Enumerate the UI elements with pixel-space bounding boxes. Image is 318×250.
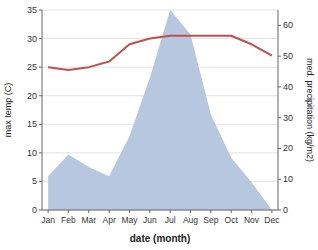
- left-axis-line: [42, 10, 43, 210]
- y-tick-label: 0: [32, 205, 37, 215]
- y-tick-label: 20: [27, 91, 37, 101]
- y2-tick-label: 60: [283, 20, 293, 30]
- grid: [42, 10, 278, 210]
- x-tick: [88, 210, 89, 213]
- x-tick: [170, 210, 171, 213]
- y2-tick: [278, 25, 281, 26]
- y-tick-label: 5: [32, 176, 37, 186]
- y2-tick-label: 50: [283, 51, 293, 61]
- y-tick: [39, 10, 42, 11]
- data: [48, 10, 272, 210]
- x-axis-label: date (month): [130, 233, 191, 244]
- y2-tick-label: 0: [283, 205, 288, 215]
- x-tick: [251, 210, 252, 213]
- y2-tick-label: 20: [283, 143, 293, 153]
- y2-tick-label: 30: [283, 113, 293, 123]
- x-tick: [271, 210, 272, 213]
- y2-axis-label: med. precipitation (kg/m2): [305, 58, 315, 162]
- x-tick-label: May: [121, 215, 138, 225]
- y-tick-label: 25: [27, 62, 37, 72]
- x-tick-label: Aug: [183, 215, 198, 225]
- x-tick-label: Sep: [203, 215, 218, 225]
- x-tick-label: Apr: [103, 215, 116, 225]
- y-tick: [39, 181, 42, 182]
- x-tick-label: Jul: [165, 215, 176, 225]
- x-tick: [149, 210, 150, 213]
- y-tick-label: 15: [27, 119, 37, 129]
- axes: 0 5 10 15 20 25 30 35 0 10 20 30 40 50 60 Jan Feb Mar Apr M…: [27, 5, 293, 225]
- chart: 0 5 10 15 20 25 30 35 0 10 20 30 40 50 60 Jan Feb Mar Apr M…: [0, 0, 318, 250]
- x-tick: [129, 210, 130, 213]
- x-tick-label: Oct: [225, 215, 239, 225]
- right-axis-line: [278, 10, 279, 210]
- x-axis-line: [42, 210, 278, 211]
- grid-line: [42, 38, 278, 39]
- y2-tick: [278, 210, 281, 211]
- y-tick-label: 30: [27, 34, 37, 44]
- temp-line: [48, 36, 272, 70]
- x-tick: [190, 210, 191, 213]
- x-tick: [48, 210, 49, 213]
- x-tick: [68, 210, 69, 213]
- y2-tick: [278, 86, 281, 87]
- precip-area: [48, 10, 272, 210]
- y2-tick-label: 10: [283, 174, 293, 184]
- y2-tick: [278, 148, 281, 149]
- y-tick: [39, 38, 42, 39]
- x-tick-label: Nov: [244, 215, 260, 225]
- y2-tick: [278, 179, 281, 180]
- x-tick-label: Jun: [143, 215, 157, 225]
- y-tick: [39, 67, 42, 68]
- y-tick: [39, 210, 42, 211]
- x-tick: [231, 210, 232, 213]
- grid-line: [42, 10, 278, 11]
- y2-tick: [278, 56, 281, 57]
- y-tick-label: 10: [27, 148, 37, 158]
- y-tick-label: 35: [27, 5, 37, 15]
- x-tick: [109, 210, 110, 213]
- x-tick-label: Jan: [41, 215, 55, 225]
- x-tick-label: Feb: [61, 215, 76, 225]
- y-tick: [39, 95, 42, 96]
- y-axis-label: max temp (C): [3, 83, 13, 138]
- x-tick: [210, 210, 211, 213]
- grid-line: [42, 210, 278, 211]
- x-tick-label: Dec: [264, 215, 280, 225]
- y-tick: [39, 124, 42, 125]
- y2-tick-label: 40: [283, 82, 293, 92]
- y2-tick: [278, 117, 281, 118]
- x-tick-label: Mar: [81, 215, 96, 225]
- y-tick: [39, 152, 42, 153]
